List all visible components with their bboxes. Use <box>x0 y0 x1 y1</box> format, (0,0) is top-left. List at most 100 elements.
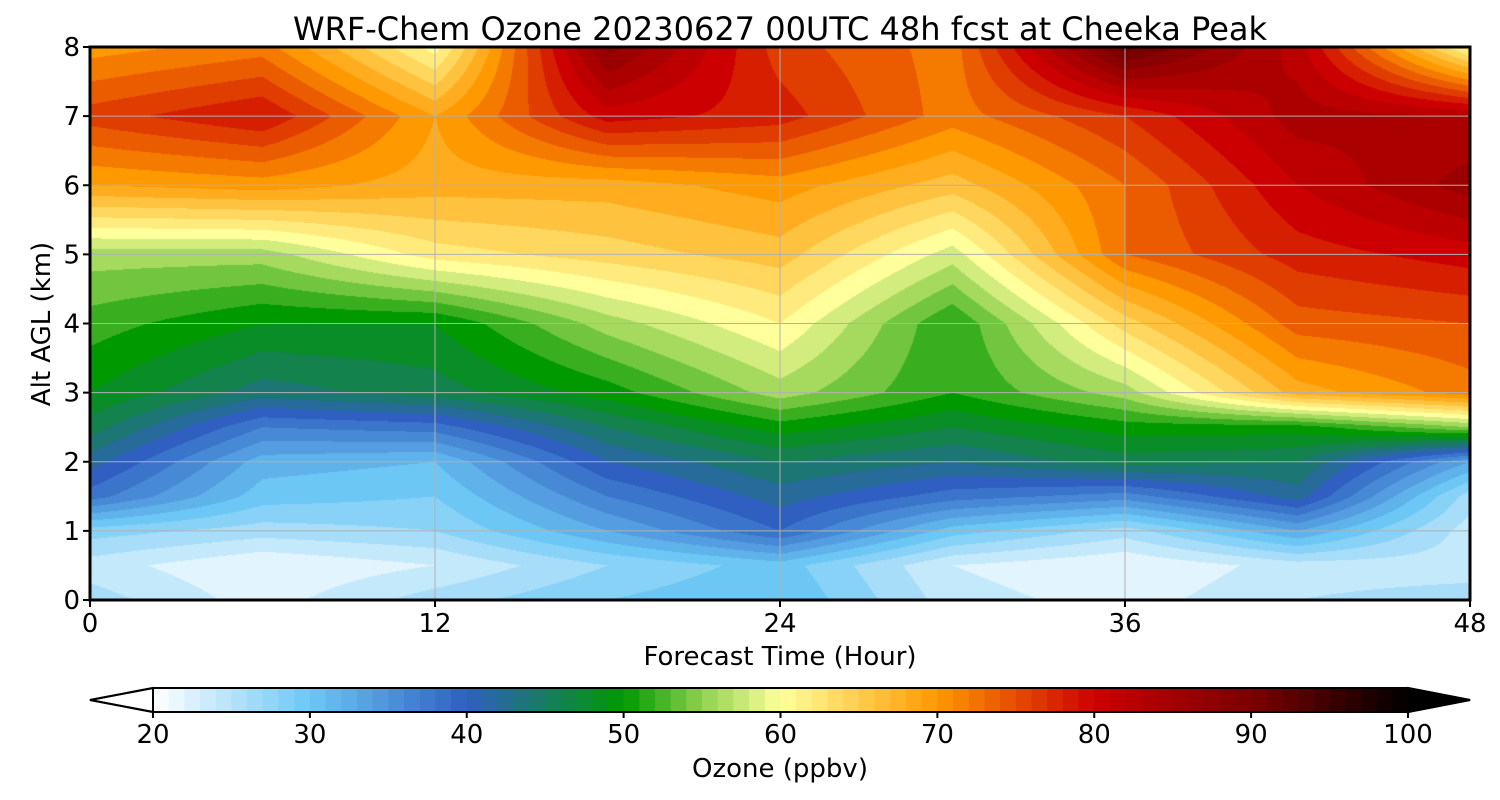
y-tick-label: 6 <box>63 171 80 201</box>
colorbar-segment <box>341 688 358 712</box>
colorbar-segment <box>451 688 468 712</box>
colorbar-segment <box>1109 688 1127 712</box>
colorbar-segment <box>811 688 829 712</box>
y-axis: 0 1 2 3 4 5 6 7 8 <box>63 33 90 616</box>
colorbar-segment <box>827 688 844 712</box>
colorbar-segment <box>404 688 421 712</box>
colorbar-segment <box>153 688 170 712</box>
colorbar-segment <box>247 688 264 712</box>
colorbar-segment <box>1251 688 1268 712</box>
colorbar-segment <box>419 688 436 712</box>
colorbar-segment <box>498 688 515 712</box>
colorbar-segment <box>231 688 248 712</box>
colorbar-segment <box>764 688 782 712</box>
colorbar-segment <box>560 688 578 712</box>
colorbar-segment <box>1392 688 1409 712</box>
colorbar-min-extend <box>89 686 154 714</box>
y-tick-label: 1 <box>63 517 80 547</box>
x-tick-label: 24 <box>763 609 796 639</box>
colorbar-segment <box>639 688 656 712</box>
colorbar-segment <box>780 688 797 712</box>
x-tick-label: 12 <box>418 609 451 639</box>
x-tick-label: 0 <box>82 609 99 639</box>
colorbar-segment <box>874 688 891 712</box>
colorbar-tick-label: 30 <box>293 720 326 750</box>
colorbar-segment <box>1376 688 1393 712</box>
colorbar-segment <box>482 688 499 712</box>
colorbar-segment <box>1062 688 1080 712</box>
colorbar-segment <box>262 688 280 712</box>
colorbar-ticks: 20 30 40 50 60 70 80 90 100 <box>136 712 1433 750</box>
colorbar-segment <box>686 688 703 712</box>
x-tick-label: 48 <box>1453 609 1486 639</box>
colorbar-segment <box>1329 688 1346 712</box>
colorbar-segment <box>1015 688 1033 712</box>
colorbar-segment <box>921 688 938 712</box>
colorbar-tick-label: 60 <box>764 720 797 750</box>
y-tick-label: 8 <box>63 33 80 63</box>
colorbar-segment <box>1266 688 1284 712</box>
colorbar-segment <box>294 688 311 712</box>
colorbar-segment <box>388 688 405 712</box>
colorbar-label: Ozone (ppbv) <box>692 754 868 784</box>
colorbar-segment <box>717 688 735 712</box>
colorbar-tick-label: 70 <box>921 720 954 750</box>
colorbar-segment <box>607 688 625 712</box>
chart-title: WRF-Chem Ozone 20230627 00UTC 48h fcst a… <box>293 10 1268 48</box>
y-tick-label: 2 <box>63 448 80 478</box>
colorbar-segment <box>1047 688 1064 712</box>
colorbar-segment <box>623 688 640 712</box>
colorbar-segment <box>309 688 327 712</box>
colorbar-segment <box>890 688 907 712</box>
colorbar-segment <box>858 688 876 712</box>
colorbar-segment <box>184 688 201 712</box>
colorbar-segment <box>906 688 923 712</box>
colorbar-segment <box>325 688 342 712</box>
colorbar-segment <box>545 688 562 712</box>
colorbar-segment <box>513 688 531 712</box>
colorbar-segment <box>356 688 374 712</box>
colorbar-tick-label: 50 <box>607 720 640 750</box>
colorbar-segment <box>278 688 295 712</box>
y-axis-label: Alt AGL (km) <box>27 242 57 406</box>
colorbar-segment <box>168 688 185 712</box>
colorbar-segment <box>1282 688 1299 712</box>
colorbar-tick-label: 20 <box>136 720 169 750</box>
colorbar-segment <box>1141 688 1158 712</box>
colorbar-segment <box>702 688 719 712</box>
colorbar-segment <box>1219 688 1237 712</box>
y-tick-label: 5 <box>63 240 80 270</box>
colorbar-segment <box>733 688 750 712</box>
colorbar-segment <box>1204 688 1221 712</box>
colorbar-segment <box>576 688 593 712</box>
colorbar-max-extend <box>1407 686 1471 714</box>
colorbar-segment <box>843 688 860 712</box>
colorbar-tick-label: 80 <box>1078 720 1111 750</box>
colorbar-segment <box>796 688 813 712</box>
colorbar-segment <box>1235 688 1252 712</box>
y-tick-label: 4 <box>63 310 80 340</box>
y-tick-label: 7 <box>63 102 80 132</box>
colorbar-segment <box>749 688 766 712</box>
colorbar-segment <box>1125 688 1142 712</box>
colorbar-segment <box>937 688 954 712</box>
colorbar <box>89 686 1471 714</box>
colorbar-tick-label: 90 <box>1235 720 1268 750</box>
colorbar-segment <box>1031 688 1048 712</box>
colorbar-segment <box>1000 688 1017 712</box>
colorbar-segment <box>984 688 1001 712</box>
colorbar-segment <box>1360 688 1378 712</box>
y-tick-label: 0 <box>63 586 80 616</box>
colorbar-segment <box>968 688 986 712</box>
colorbar-segment <box>670 688 687 712</box>
colorbar-segment <box>1172 688 1189 712</box>
x-axis-label: Forecast Time (Hour) <box>643 642 916 672</box>
colorbar-segment <box>215 688 233 712</box>
colorbar-segment <box>466 688 484 712</box>
colorbar-segment <box>1188 688 1205 712</box>
colorbar-segment <box>529 688 546 712</box>
x-axis: 0 12 24 36 48 <box>82 600 1487 639</box>
colorbar-segment <box>655 688 672 712</box>
colorbar-segment <box>1298 688 1315 712</box>
